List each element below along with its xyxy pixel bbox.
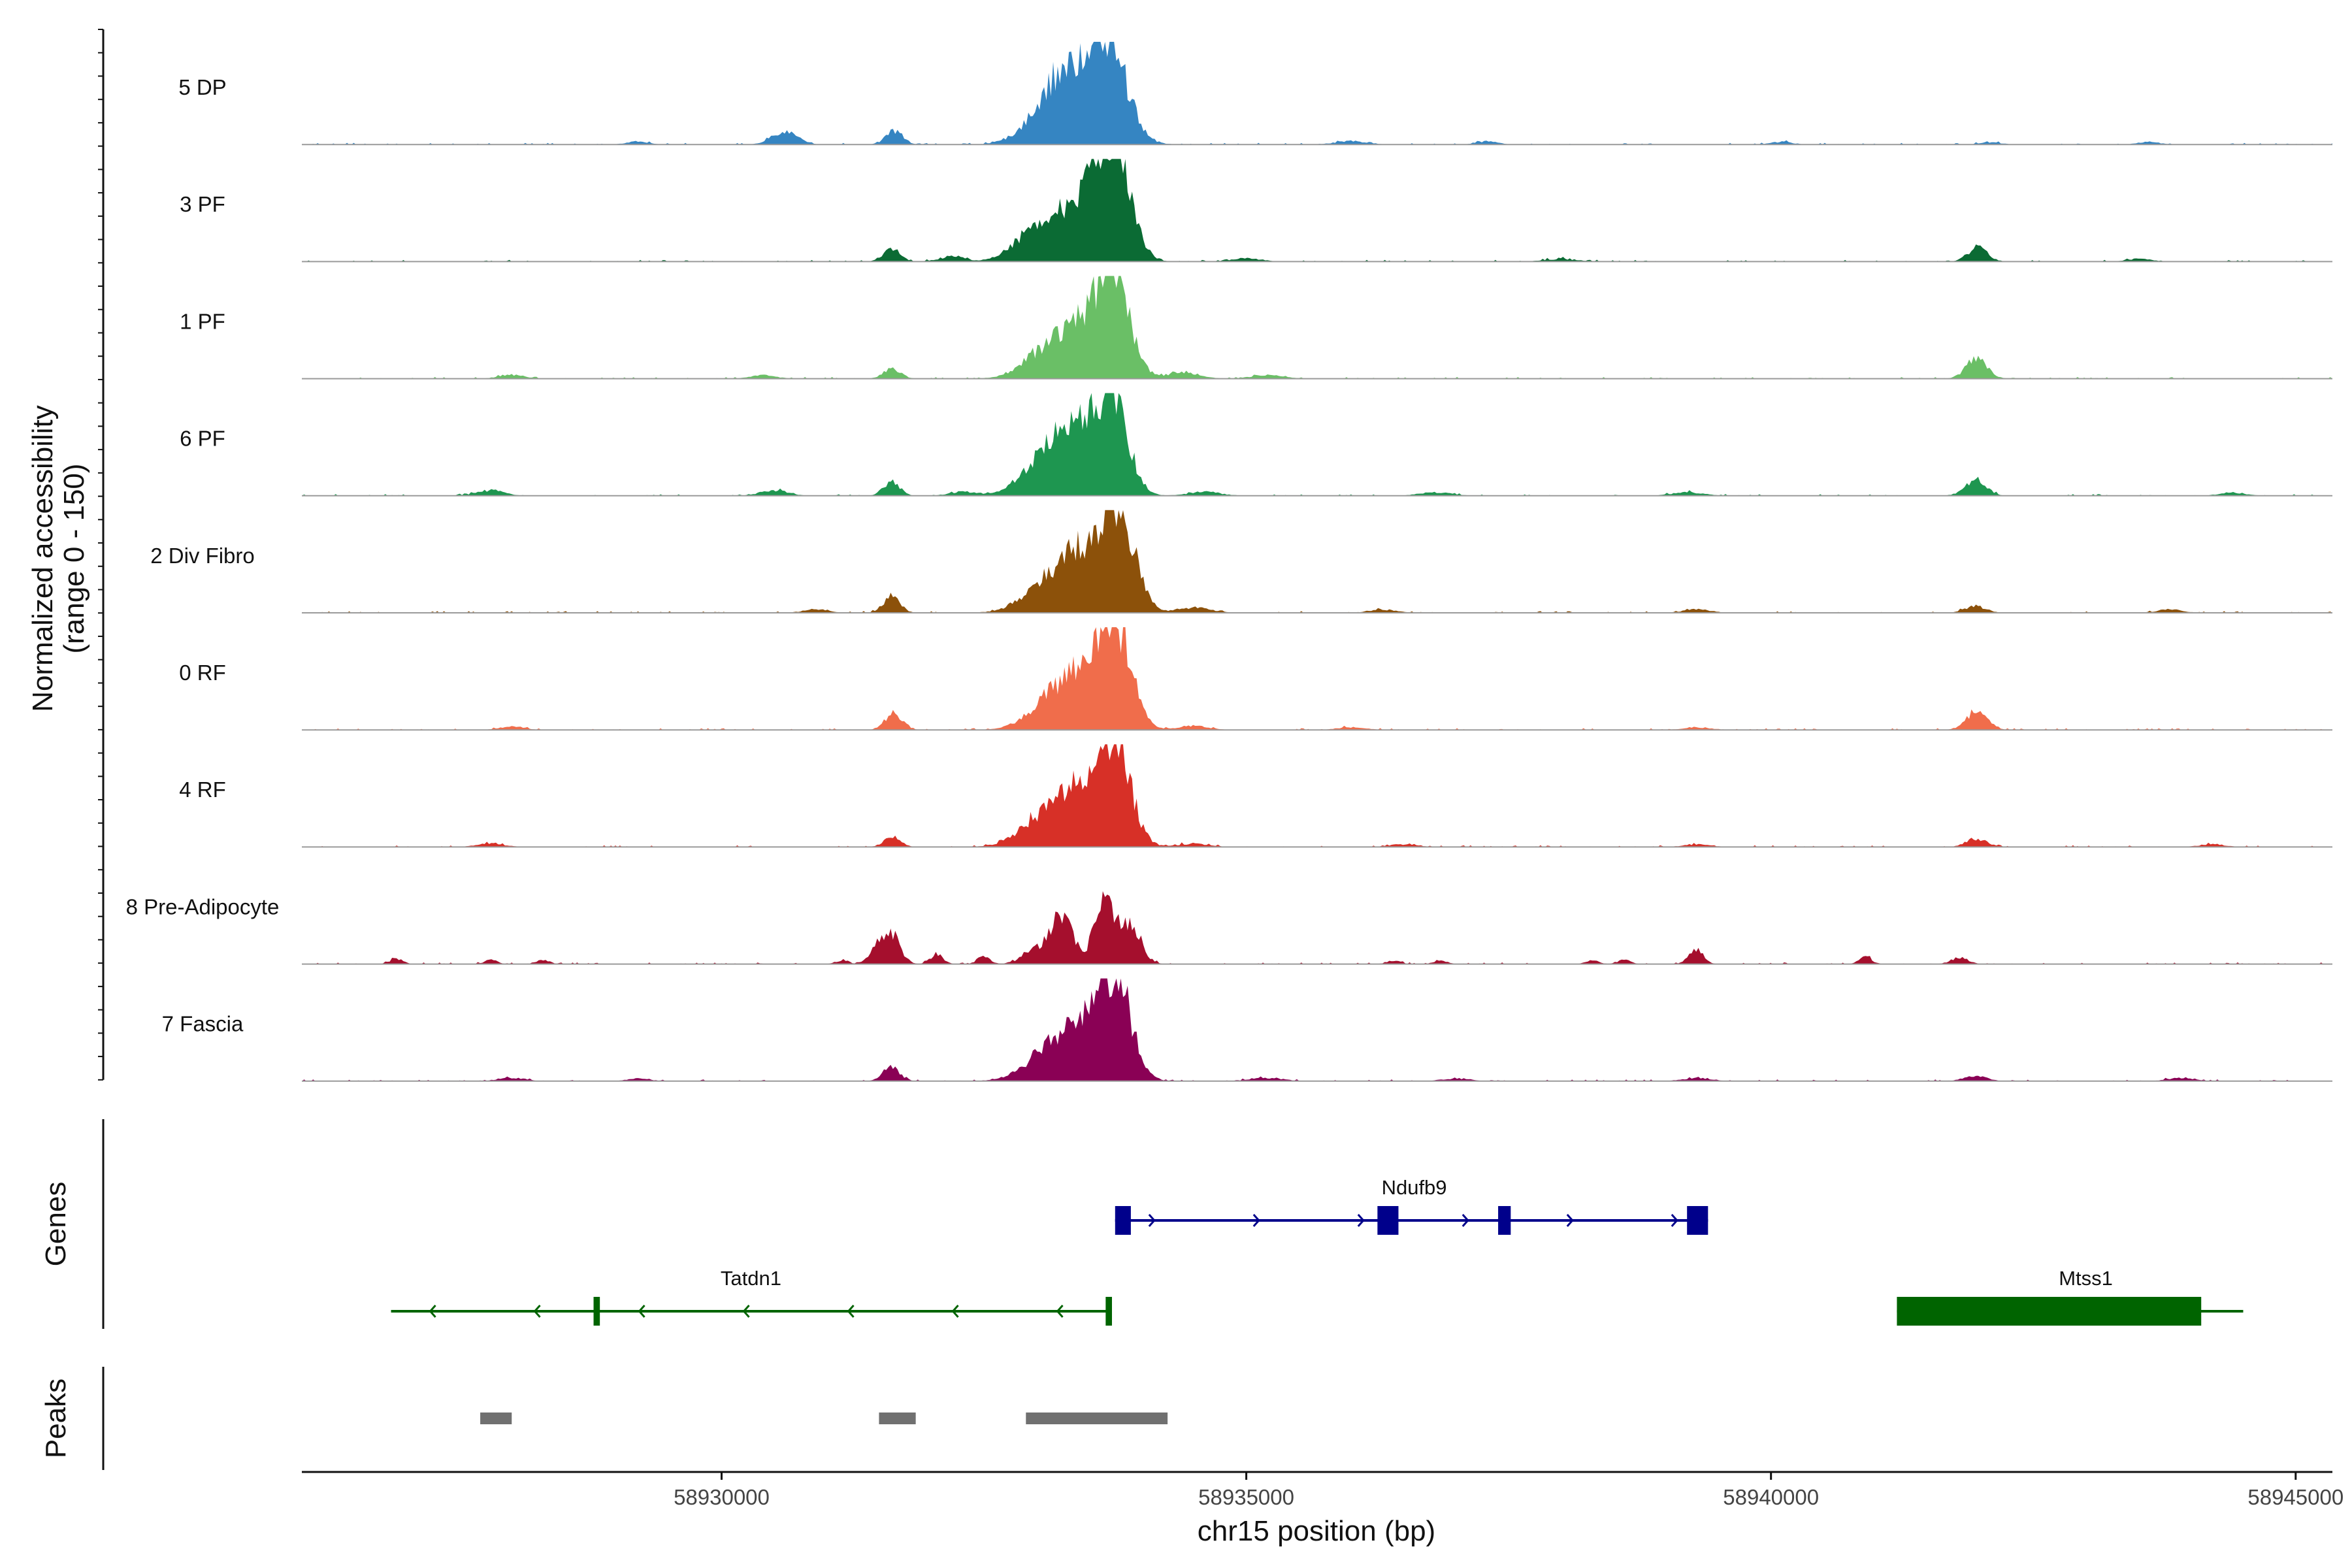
coverage-area-series-5	[302, 510, 2332, 613]
strand-arrow-icon	[742, 1305, 750, 1318]
x-tick-label: 58930000	[674, 1485, 770, 1509]
coverage-area-series-4	[302, 393, 2332, 496]
genes-track-title: Genes	[40, 1182, 72, 1267]
track-label: 6 PF	[180, 427, 225, 451]
track-2: 3 PF	[180, 159, 2332, 263]
track-label: 5 DP	[178, 75, 226, 99]
track-9: 7 Fascia	[162, 978, 2332, 1082]
track-label: 2 Div Fibro	[150, 544, 255, 568]
gene-label: Tatdn1	[721, 1267, 781, 1290]
peak-region	[1026, 1413, 1168, 1424]
coverage-area-series-3	[302, 276, 2332, 379]
exon	[1105, 1297, 1112, 1326]
strand-arrow-icon	[1252, 1214, 1260, 1227]
track-label: 3 PF	[180, 192, 225, 216]
strand-arrow-icon	[429, 1305, 436, 1318]
coverage-area-series-1	[302, 42, 2332, 145]
strand-arrow-icon	[638, 1305, 645, 1318]
peaks-track-title: Peaks	[40, 1379, 72, 1458]
strand-arrow-icon	[1148, 1214, 1156, 1227]
gene-label: Ndufb9	[1382, 1176, 1447, 1199]
y-axis-title: Normalized accessibility(range 0 - 150)	[27, 405, 90, 711]
exon	[1687, 1206, 1708, 1235]
coverage-area-series-8	[302, 891, 2332, 964]
gene-label: Mtss1	[2059, 1267, 2113, 1290]
track-8: 8 Pre-Adipocyte	[126, 891, 2332, 965]
coverage-area-series-2	[302, 159, 2332, 262]
strand-arrow-icon	[951, 1305, 959, 1318]
strand-arrow-icon	[1566, 1214, 1574, 1227]
coverage-tracks: 5 DP 3 PF 1 PF 6 PF 2 Div Fibro 0 RF 4 RF 8 Pre…	[27, 29, 2332, 1082]
x-axis-title: chr15 position (bp)	[1198, 1515, 1435, 1547]
track-7: 4 RF	[179, 744, 2332, 848]
track-label: 8 Pre-Adipocyte	[126, 894, 280, 919]
coverage-area-series-6	[302, 627, 2332, 730]
gene-mtss1: Mtss1	[1897, 1267, 2244, 1326]
track-4: 6 PF	[180, 393, 2332, 497]
peaks-track: Peaks	[40, 1367, 1168, 1470]
strand-arrow-icon	[1462, 1214, 1469, 1227]
track-label: 7 Fascia	[162, 1012, 244, 1036]
x-tick-label: 58935000	[1198, 1485, 1294, 1509]
peak-region	[879, 1413, 916, 1424]
gene-tatdn1: Tatdn1	[391, 1267, 1112, 1326]
exon	[1897, 1297, 2202, 1326]
exon	[1377, 1206, 1399, 1235]
track-3: 1 PF	[180, 276, 2332, 380]
x-axis: 58930000 58935000 58940000 58945000 chr15 po…	[302, 1471, 2344, 1547]
track-6: 0 RF	[179, 627, 2332, 731]
track-label: 4 RF	[179, 777, 226, 802]
exon	[1115, 1206, 1131, 1235]
exon	[593, 1297, 600, 1326]
track-5: 2 Div Fibro	[150, 510, 2332, 613]
exon	[1498, 1206, 1511, 1235]
strand-arrow-icon	[847, 1305, 855, 1318]
strand-arrow-icon	[1357, 1214, 1365, 1227]
track-label: 0 RF	[179, 661, 226, 685]
track-1: 5 DP	[178, 42, 2332, 146]
strand-arrow-icon	[1671, 1214, 1678, 1227]
x-tick-label: 58945000	[2247, 1485, 2344, 1509]
coverage-area-series-7	[302, 744, 2332, 847]
peak-region	[480, 1413, 512, 1424]
gene-ndufb9: Ndufb9	[1115, 1176, 1708, 1235]
track-label: 1 PF	[180, 309, 225, 333]
strand-arrow-icon	[1056, 1305, 1064, 1318]
strand-arrow-icon	[533, 1305, 541, 1318]
coverage-area-series-9	[302, 978, 2332, 1081]
gene-annotation-track: Genes Ndufb9 Tatdn1 Mtss1	[40, 1119, 2244, 1329]
x-tick-label: 58940000	[1723, 1485, 1819, 1509]
